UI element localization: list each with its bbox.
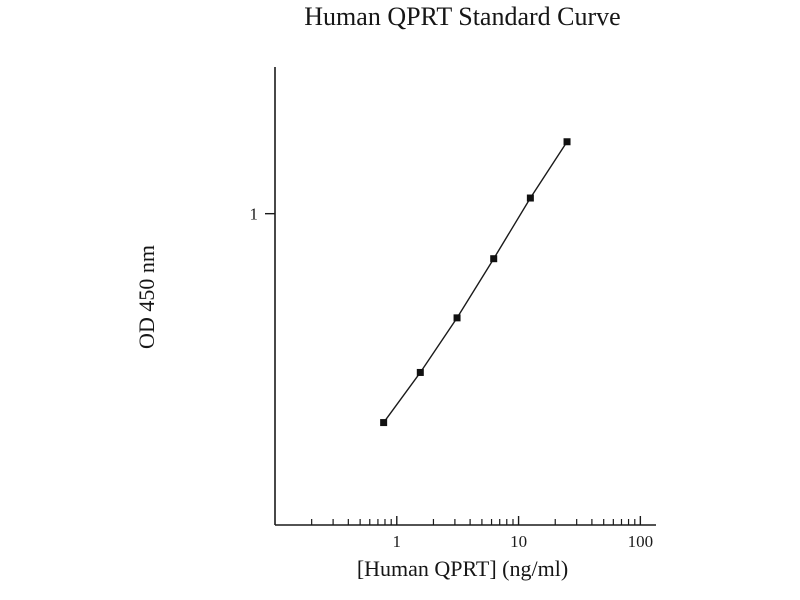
data-point-marker bbox=[563, 138, 571, 146]
x-tick-label: 100 bbox=[628, 532, 654, 551]
standard-curve-line bbox=[383, 141, 568, 423]
data-point-marker bbox=[453, 314, 461, 322]
data-point-marker bbox=[526, 194, 534, 202]
data-point-marker bbox=[490, 255, 498, 263]
chart-title: Human QPRT Standard Curve bbox=[304, 2, 621, 31]
y-tick-label: 1 bbox=[250, 205, 259, 224]
x-tick-label: 1 bbox=[393, 532, 402, 551]
x-tick-label: 10 bbox=[510, 532, 527, 551]
x-axis-label: [Human QPRT] (ng/ml) bbox=[356, 556, 569, 581]
data-point-marker bbox=[380, 419, 388, 427]
data-point-marker bbox=[416, 368, 424, 376]
